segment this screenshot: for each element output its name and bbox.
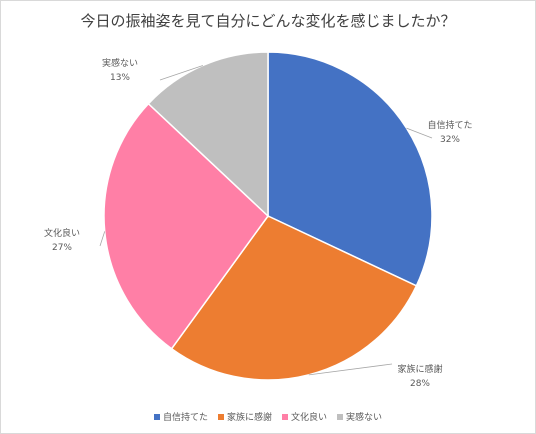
legend-label-1: 自信持てた	[162, 413, 208, 423]
legend-swatch-1	[153, 413, 160, 420]
data-label-category-4: 実感ない	[102, 57, 138, 69]
legend-label-2: 家族に感謝	[226, 413, 272, 423]
pie-slice-3	[103, 102, 269, 350]
legend-label-4: 実感ない	[346, 413, 383, 423]
leader-line-2	[308, 363, 393, 376]
leader-lines	[99, 65, 433, 376]
data-label-value-3: 27%	[52, 243, 72, 253]
data-label-category-1: 自信持てた	[427, 119, 472, 131]
legend-swatch-3	[282, 413, 288, 420]
leader-line-3	[99, 231, 106, 247]
chart-legend: 自信持てた 家族に感謝 文化良い 実感ない	[0, 410, 536, 423]
data-label-category-2: 家族に感謝	[397, 363, 442, 375]
legend-item-1: 自信持てた	[153, 410, 208, 423]
legend-item-4: 実感ない	[337, 410, 382, 423]
pie-slices	[103, 51, 433, 381]
pie-slice-1	[267, 51, 433, 287]
legend-label-3: 文化良い	[291, 413, 328, 423]
pie-slice-4	[147, 51, 269, 218]
data-label-value-2: 28%	[410, 379, 430, 389]
chart-title: 今日の振袖姿を見て自分にどんな変化を感じましたか？	[80, 12, 456, 30]
legend-item-3: 文化良い	[282, 410, 327, 423]
legend-item-2: 家族に感謝	[217, 410, 272, 423]
data-label-value-4: 13%	[110, 73, 130, 83]
data-label-category-3: 文化良い	[44, 227, 80, 239]
data-labels: 自信持てた 32% 家族に感謝 28% 文化良い 27% 実感ない 13%	[44, 57, 473, 389]
data-label-value-1: 32%	[440, 135, 460, 145]
legend-swatch-4	[337, 413, 344, 420]
leader-line-1	[406, 127, 433, 139]
leader-line-4	[159, 65, 203, 81]
legend-swatch-2	[217, 413, 224, 420]
